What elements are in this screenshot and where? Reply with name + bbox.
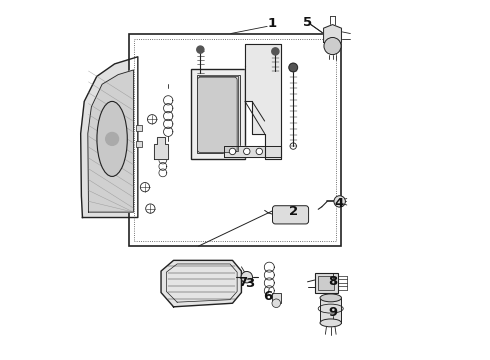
Bar	[136, 125, 143, 131]
Text: 8: 8	[328, 275, 337, 288]
Circle shape	[272, 48, 279, 55]
Polygon shape	[161, 260, 242, 307]
Bar	[129, 33, 342, 246]
Ellipse shape	[320, 294, 342, 302]
Circle shape	[272, 299, 281, 307]
Polygon shape	[154, 137, 168, 158]
Bar	[136, 141, 143, 147]
Text: 1: 1	[267, 17, 276, 30]
Bar	[318, 276, 334, 290]
Polygon shape	[81, 57, 138, 217]
Polygon shape	[245, 44, 281, 158]
Text: 6: 6	[264, 289, 273, 303]
Bar	[197, 75, 240, 153]
Bar	[134, 39, 336, 241]
Bar	[272, 293, 281, 303]
Bar	[237, 274, 245, 281]
Circle shape	[324, 37, 341, 55]
Text: 4: 4	[334, 197, 343, 210]
Text: 3: 3	[245, 277, 254, 290]
Circle shape	[289, 63, 297, 72]
Circle shape	[241, 271, 252, 283]
Circle shape	[244, 148, 250, 155]
Circle shape	[106, 132, 119, 145]
Circle shape	[229, 148, 236, 155]
Bar	[192, 69, 245, 158]
Circle shape	[197, 46, 204, 53]
Polygon shape	[323, 24, 342, 42]
FancyBboxPatch shape	[197, 77, 237, 153]
Text: 5: 5	[303, 16, 312, 29]
Ellipse shape	[320, 319, 342, 327]
Polygon shape	[223, 146, 281, 157]
Bar	[315, 273, 338, 293]
Text: 2: 2	[289, 204, 298, 217]
Text: 9: 9	[328, 306, 337, 319]
Ellipse shape	[97, 102, 127, 176]
Circle shape	[334, 196, 345, 207]
Text: 7: 7	[238, 276, 247, 289]
Circle shape	[256, 148, 263, 155]
FancyBboxPatch shape	[272, 206, 309, 224]
Polygon shape	[198, 76, 238, 152]
Polygon shape	[88, 70, 134, 212]
Bar	[320, 298, 342, 323]
